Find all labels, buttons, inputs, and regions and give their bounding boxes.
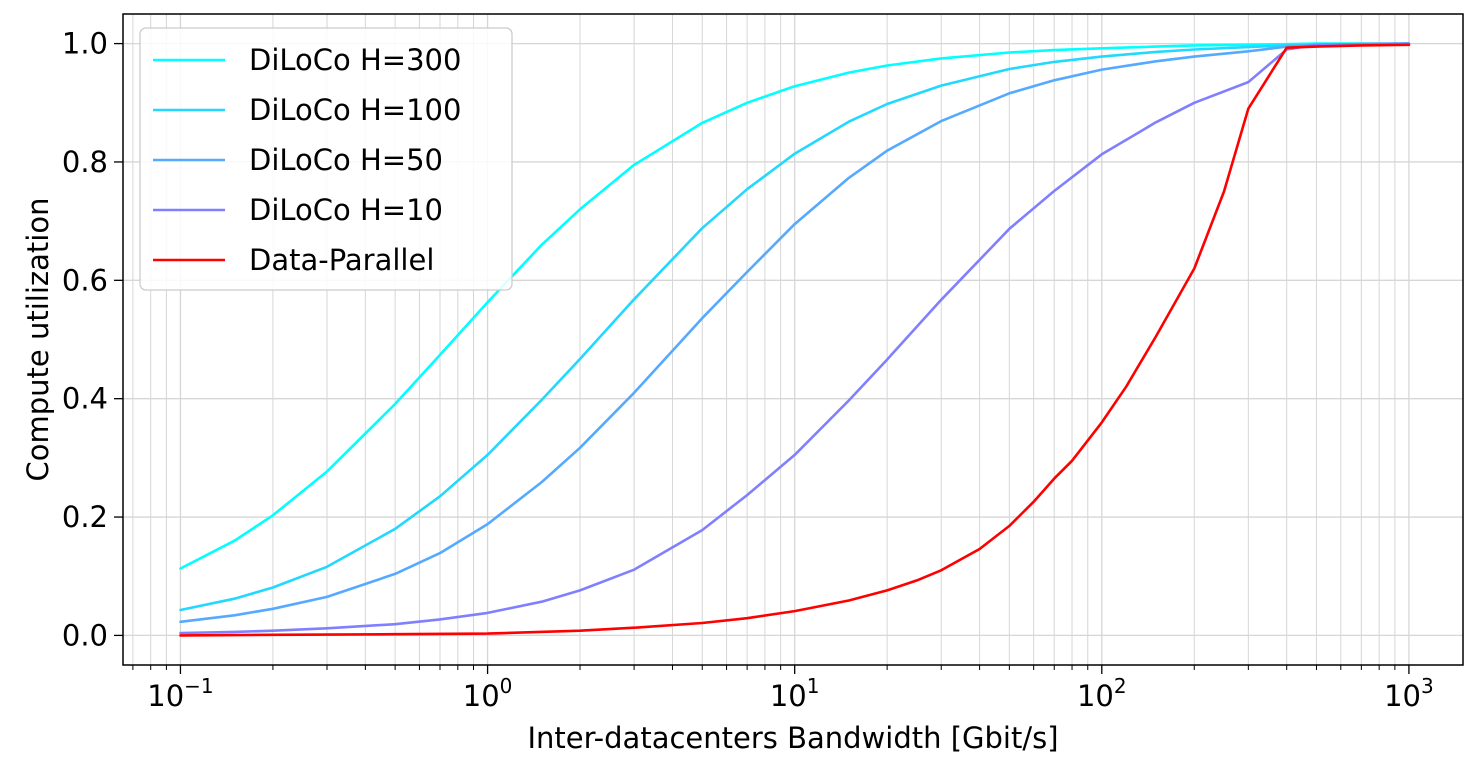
y-tick-labels: 0.0 0.2 0.4 0.6 0.8 1.0 <box>62 27 108 653</box>
y-tick-label: 0.8 <box>62 145 108 179</box>
series-line-3 <box>179 42 1411 624</box>
y-tick-label: 0.4 <box>62 382 108 416</box>
legend-label: DiLoCo H=10 <box>249 193 443 227</box>
y-tick-label: 0.2 <box>62 500 108 534</box>
x-tick-labels: 10−1 100 101 102 103 <box>147 674 1433 713</box>
x-tick-exponent: 3 <box>1421 674 1434 698</box>
legend-label: Data-Parallel <box>249 243 434 277</box>
axis-ticks <box>114 42 1410 674</box>
y-axis-title: Compute utilization <box>21 198 55 482</box>
series-line-1 <box>179 42 1411 570</box>
x-tick-base: 10 <box>1077 679 1114 713</box>
x-tick-base: 10 <box>770 679 807 713</box>
legend: DiLoCo H=300 DiLoCo H=100 DiLoCo H=50 DiLoC… <box>139 27 513 291</box>
x-tick-label: 102 <box>1077 674 1127 713</box>
y-tick-label: 0.0 <box>62 618 108 652</box>
plot-area-frame <box>122 13 1464 666</box>
x-tick-base: 10 <box>1384 679 1421 713</box>
x-axis-title: Inter-datacenters Bandwidth [Gbit/s] <box>527 721 1058 755</box>
series-line-2 <box>179 42 1411 612</box>
x-tick-exponent: 0 <box>500 674 513 698</box>
series-line-4 <box>179 42 1411 635</box>
legend-box <box>139 27 513 291</box>
x-tick-exponent: −1 <box>184 674 213 698</box>
legend-label: DiLoCo H=100 <box>249 93 461 127</box>
x-tick-exponent: 1 <box>807 674 820 698</box>
x-tick-label: 10−1 <box>147 674 213 713</box>
x-tick-label: 101 <box>770 674 820 713</box>
y-tick-label: 1.0 <box>62 27 108 61</box>
x-tick-base: 10 <box>463 679 500 713</box>
x-tick-label: 100 <box>463 674 513 713</box>
series-line-5 <box>179 43 1411 637</box>
x-tick-label: 103 <box>1384 674 1434 713</box>
y-tick-label: 0.6 <box>62 263 108 297</box>
x-tick-exponent: 2 <box>1114 674 1127 698</box>
x-tick-base: 10 <box>147 679 184 713</box>
series-lines <box>179 42 1411 637</box>
legend-label: DiLoCo H=300 <box>249 43 461 77</box>
legend-label: DiLoCo H=50 <box>249 143 443 177</box>
